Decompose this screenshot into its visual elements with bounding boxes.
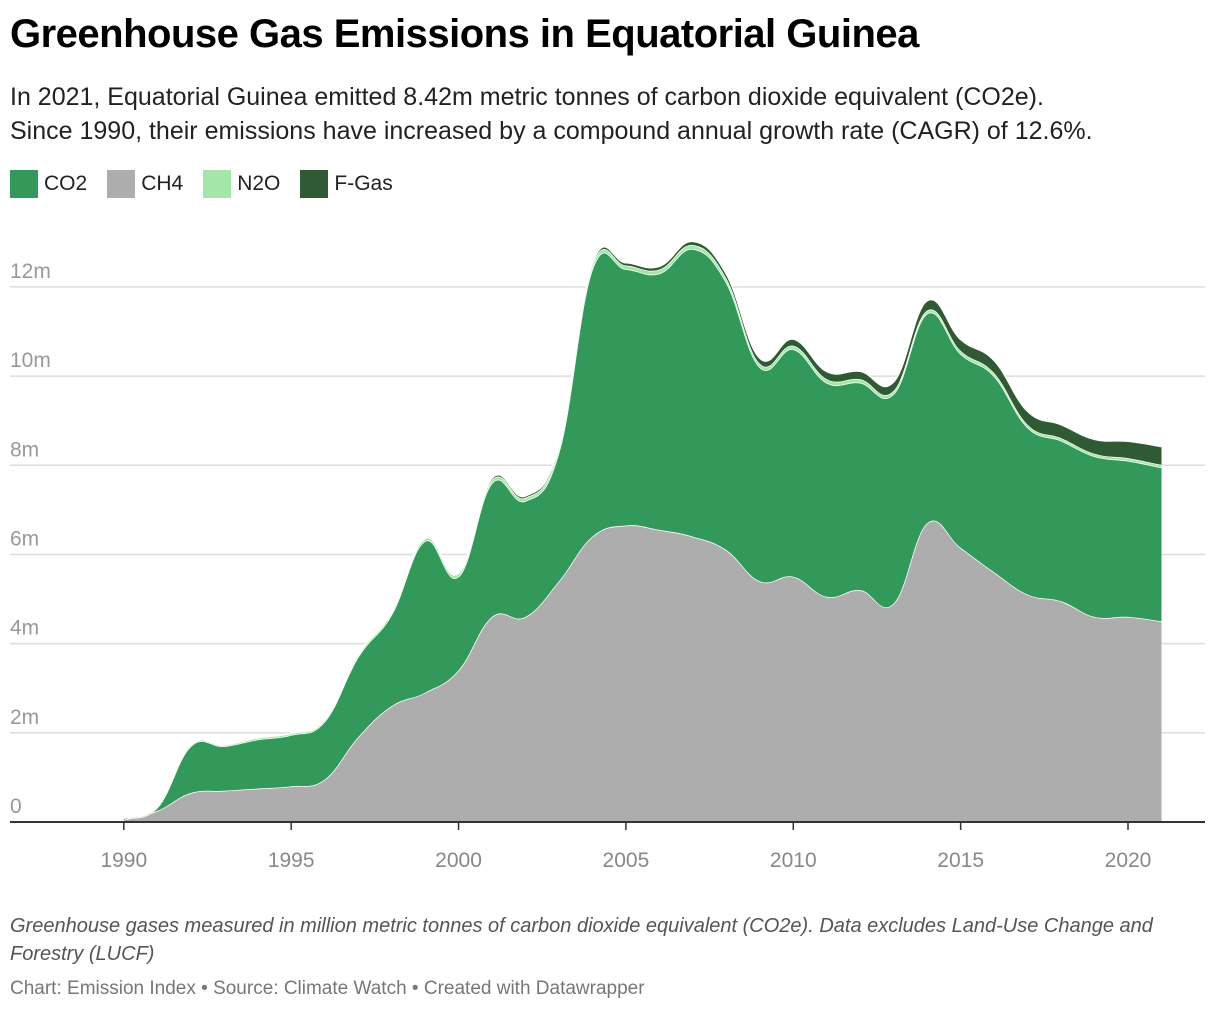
legend-label-fgas: F-Gas: [334, 172, 393, 195]
stacked-area-chart: 1990 1995 2000 2005 2010 2015 2020 0 2m 4m 6m 8m 10…: [10, 240, 1205, 872]
y-axis-labels: 0 2m 4m 6m 8m 10m 12m: [10, 260, 51, 818]
chart-legend: CO2 CH4 N2O F-Gas: [10, 170, 413, 198]
legend-item-ch4: CH4: [107, 170, 183, 198]
y-tick-label: 0: [10, 795, 22, 818]
x-tick-label: 1995: [268, 849, 315, 872]
legend-item-n2o: N2O: [203, 170, 280, 198]
chart-footnote: Greenhouse gases measured in million met…: [10, 915, 1153, 965]
x-tick-label: 2000: [435, 849, 482, 872]
legend-swatch-co2: [10, 170, 38, 198]
area-series: [123, 240, 1162, 822]
legend-swatch-fgas: [300, 170, 329, 198]
legend-label-n2o: N2O: [237, 172, 281, 195]
legend-item-fgas: F-Gas: [300, 170, 393, 198]
x-tick-label: 1990: [100, 849, 147, 872]
legend-item-co2: CO2: [10, 170, 87, 198]
chart-subtitle: In 2021, Equatorial Guinea emitted 8.42m…: [10, 80, 1210, 148]
chart-title: Greenhouse Gas Emissions in Equatorial G…: [10, 12, 919, 56]
y-tick-label: 4m: [10, 617, 39, 640]
subtitle-line-2: Since 1990, their emissions have increas…: [10, 117, 1093, 145]
area-ch4: [123, 520, 1162, 822]
x-tick-label: 2005: [603, 849, 650, 872]
legend-label-co2: CO2: [44, 172, 88, 195]
legend-label-ch4: CH4: [141, 172, 184, 195]
area-co2: [123, 248, 1162, 820]
chart-credits: Chart: Emission Index • Source: Climate …: [10, 978, 645, 999]
subtitle-line-1: In 2021, Equatorial Guinea emitted 8.42m…: [10, 83, 1044, 111]
x-tick-label: 2010: [770, 849, 817, 872]
legend-swatch-ch4: [107, 170, 136, 198]
area-edge-f-gas: [123, 240, 1162, 819]
y-tick-label: 10m: [10, 349, 51, 372]
y-tick-label: 12m: [10, 260, 51, 283]
x-tick-label: 2020: [1105, 849, 1152, 872]
y-tick-label: 6m: [10, 527, 39, 550]
legend-swatch-n2o: [203, 170, 232, 198]
y-tick-label: 8m: [10, 438, 39, 461]
y-tick-label: 2m: [10, 706, 39, 729]
x-tick-label: 2015: [937, 849, 984, 872]
x-axis: 1990 1995 2000 2005 2010 2015 2020: [10, 821, 1205, 872]
